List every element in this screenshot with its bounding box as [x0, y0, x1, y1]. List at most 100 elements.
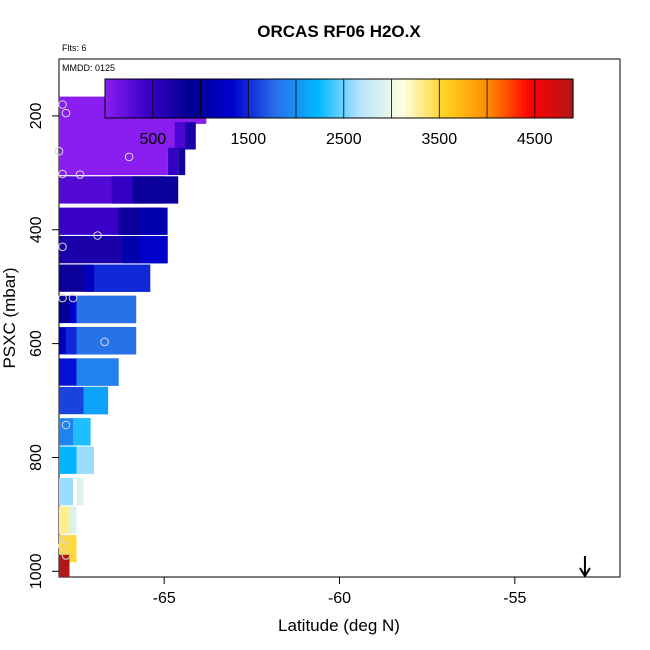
y-axis	[52, 115, 59, 572]
colorbar-swatch	[186, 79, 192, 118]
heatmap-cell	[94, 264, 151, 292]
colorbar-swatch	[241, 79, 246, 118]
colorbar-swatch	[491, 79, 496, 118]
colorbar-swatch	[549, 79, 555, 118]
colorbar-swatch	[264, 79, 270, 118]
colorbar-swatch	[261, 79, 266, 118]
colorbar-swatch	[124, 79, 129, 118]
heatmap-cell	[59, 478, 73, 506]
down-arrow-icon	[579, 556, 591, 578]
colorbar-swatch	[237, 79, 243, 118]
heatmap-cell	[83, 264, 94, 292]
colorbar-swatch	[190, 79, 196, 118]
heatmap-cell	[167, 147, 179, 176]
colorbar-swatch	[147, 79, 153, 118]
colorbar-swatch	[420, 79, 426, 118]
y-tick-label: 400	[28, 216, 45, 243]
data-point	[54, 146, 64, 156]
colorbar-swatch	[108, 79, 114, 118]
colorbar-swatch	[225, 79, 231, 118]
colorbar-swatch	[385, 79, 391, 118]
colorbar-swatch	[342, 79, 348, 118]
colorbar-swatch	[136, 79, 141, 118]
colorbar-swatch	[498, 79, 504, 118]
colorbar-swatch	[151, 79, 157, 118]
y-tick-label: 1000	[28, 553, 45, 589]
colorbar-swatch	[452, 79, 457, 118]
colorbar-swatch	[206, 79, 211, 118]
arrow-head	[579, 567, 591, 578]
colorbar-swatch	[175, 79, 180, 118]
colorbar-swatch	[350, 79, 356, 118]
colorbar-swatch	[300, 79, 305, 118]
colorbar-swatch	[514, 79, 519, 118]
heatmap-cell	[178, 147, 186, 176]
heatmap-cells	[59, 96, 207, 577]
heatmap-cell	[69, 295, 77, 324]
colorbar-swatch	[456, 79, 461, 118]
heatmap-cell	[185, 122, 196, 150]
colorbar-label: 3500	[422, 131, 458, 148]
colorbar-swatch	[397, 79, 402, 118]
colorbar-swatch	[561, 79, 566, 118]
colorbar-swatch	[471, 79, 477, 118]
heatmap-cell	[132, 176, 179, 204]
data-point	[58, 242, 67, 252]
colorbar-swatch	[331, 79, 336, 118]
colorbar-swatch	[140, 79, 145, 118]
heatmap-cell	[59, 554, 70, 577]
colorbar-swatch	[288, 79, 293, 118]
colorbar-swatch	[276, 79, 282, 118]
colorbar-frame	[104, 78, 574, 119]
colorbar-swatch	[374, 79, 379, 118]
colorbar-swatch	[159, 79, 165, 118]
x-axis-title: Latitude (deg N)	[278, 616, 400, 635]
colorbar-swatch	[210, 79, 215, 118]
colorbar-swatch	[292, 79, 297, 118]
data-point	[61, 420, 71, 430]
heatmap-cell	[76, 446, 94, 474]
data-point	[68, 293, 78, 303]
colorbar-swatch	[381, 79, 387, 118]
colorbar-swatch	[307, 79, 313, 118]
colorbar-swatch	[467, 79, 473, 118]
colorbar-label: 2500	[326, 131, 362, 148]
colorbar-swatch	[327, 79, 332, 118]
colorbar-swatch	[557, 79, 562, 118]
heatmap-cell	[76, 478, 84, 506]
colorbar-swatch	[202, 79, 207, 118]
colorbar-swatch	[569, 79, 574, 118]
colorbar-swatch	[194, 79, 200, 118]
colorbar-swatch	[506, 79, 512, 118]
heatmap-cell	[111, 176, 133, 204]
colorbar-swatch	[163, 79, 168, 118]
heatmap-cell	[59, 147, 168, 176]
heatmap-cell	[118, 207, 140, 235]
colorbar-swatch	[565, 79, 570, 118]
colorbar-swatch	[459, 79, 465, 118]
heatmap-cell	[76, 327, 137, 355]
colorbar-swatch	[401, 79, 406, 118]
colorbar-swatch	[436, 79, 441, 118]
colorbar-swatch	[229, 79, 235, 118]
colorbar-swatch	[218, 79, 223, 118]
colorbar-swatch	[144, 79, 149, 118]
colorbar-swatch	[537, 79, 543, 118]
colorbar-swatch	[483, 79, 488, 118]
colorbar-swatch	[319, 79, 324, 118]
colorbar-swatch	[366, 79, 371, 118]
colorbar-swatch	[440, 79, 445, 118]
colorbar-swatch	[530, 79, 535, 118]
colorbar-swatch	[362, 79, 367, 118]
colorbar-swatch	[389, 79, 395, 118]
colorbar-swatch	[487, 79, 492, 118]
data-point	[58, 100, 67, 109]
colorbar-swatch	[424, 79, 430, 118]
colorbar-label: 4500	[517, 131, 553, 148]
colorbar-swatch	[339, 79, 344, 118]
colorbar-swatch	[463, 79, 469, 118]
colorbar-swatch	[553, 79, 558, 118]
colorbar-swatch	[132, 79, 137, 118]
heatmap-cell	[66, 327, 77, 355]
